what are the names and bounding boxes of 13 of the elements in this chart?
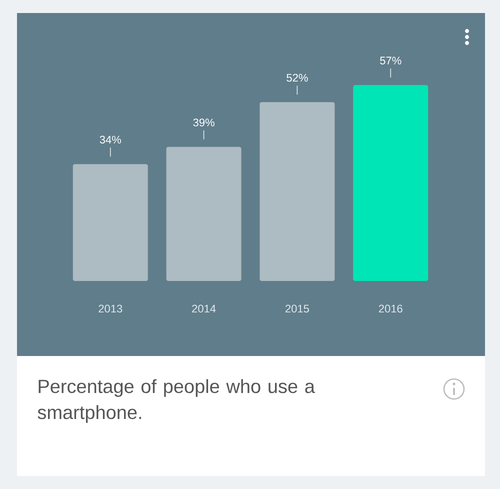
data-label: 57% — [380, 56, 402, 64]
data-label: 34% — [100, 136, 122, 144]
x-tick-label: 2013 — [98, 304, 122, 313]
x-tick-label: 2015 — [286, 304, 309, 313]
bar — [166, 146, 242, 281]
data-label: 52% — [286, 74, 308, 82]
data-label: 39% — [193, 118, 214, 126]
x-tick-label: 2014 — [192, 304, 216, 313]
bar — [260, 102, 335, 281]
bar — [72, 164, 148, 281]
bar — [353, 84, 428, 281]
x-tick-label: 2016 — [378, 304, 402, 313]
text: Percentage of people who use a smartphone. — [38, 379, 315, 423]
